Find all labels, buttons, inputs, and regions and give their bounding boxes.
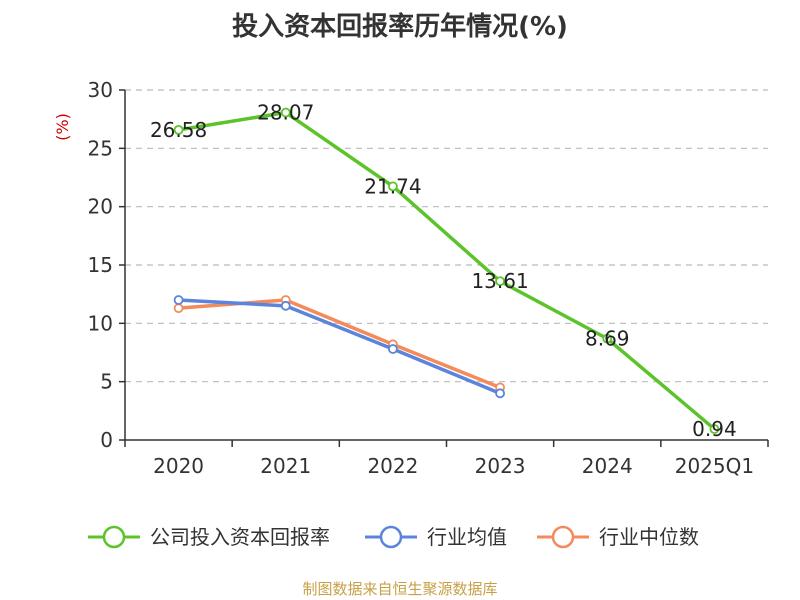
legend-label: 公司投入资本回报率: [150, 525, 330, 549]
legend-item[interactable]: 行业中位数: [537, 525, 699, 549]
y-tick-label: 25: [88, 136, 113, 160]
axes: 0 5 10 15 20 25 30 2020 2021 2022 2023 2024 2025Q1: [88, 78, 769, 478]
x-tick-label: 2020: [153, 454, 204, 478]
data-point: [495, 276, 505, 287]
data-point: [280, 107, 291, 118]
data-point: [602, 333, 613, 344]
grid-lines: [125, 89, 768, 383]
y-tick-label: 5: [100, 370, 113, 394]
legend-item[interactable]: 行业均值: [365, 525, 507, 549]
data-point: [709, 424, 720, 434]
x-tick-label: 2025Q1: [675, 454, 754, 478]
data-label: 0.94: [692, 417, 737, 441]
x-tick-label: 2022: [367, 454, 418, 478]
y-tick-label: 0: [100, 428, 113, 452]
data-point: [495, 388, 505, 399]
y-tick-label: 10: [88, 311, 113, 335]
legend-marker: [551, 525, 575, 549]
series-line: [178, 110, 716, 431]
legend-label: 行业中位数: [599, 525, 699, 549]
y-tick-label: 30: [88, 78, 113, 102]
data-label: 28.07: [257, 101, 314, 125]
data-labels: 26.58 28.07 21.74 13.61 8.69 0.94: [150, 101, 737, 442]
x-tick-label: 2024: [582, 454, 633, 478]
legend-label: 行业均值: [427, 525, 507, 549]
y-tick-label: 20: [88, 195, 113, 219]
data-label: 13.61: [471, 269, 528, 293]
series-lines: [173, 107, 720, 434]
data-point: [173, 124, 184, 135]
series-line: [178, 298, 501, 395]
data-point: [388, 181, 398, 192]
data-label: 21.74: [364, 174, 421, 198]
x-tick-label: 2021: [260, 454, 311, 478]
legend-marker: [102, 525, 126, 549]
data-label: 8.69: [585, 327, 630, 351]
legend-item[interactable]: 公司投入资本回报率: [88, 525, 330, 549]
data-point: [388, 344, 398, 354]
chart-title: 投入资本回报率历年情况(%): [232, 12, 568, 42]
data-label: 26.58: [150, 118, 207, 142]
legend: 公司投入资本回报率 行业均值 行业中位数: [88, 525, 699, 549]
data-point: [280, 300, 291, 311]
y-tick-label: 15: [88, 253, 113, 277]
y-axis-label: (%): [53, 113, 72, 141]
data-point: [173, 303, 184, 314]
x-tick-label: 2023: [475, 454, 526, 478]
legend-marker: [379, 525, 403, 549]
source-note: 制图数据来自恒生聚源数据库: [302, 580, 498, 598]
data-point: [173, 295, 184, 305]
